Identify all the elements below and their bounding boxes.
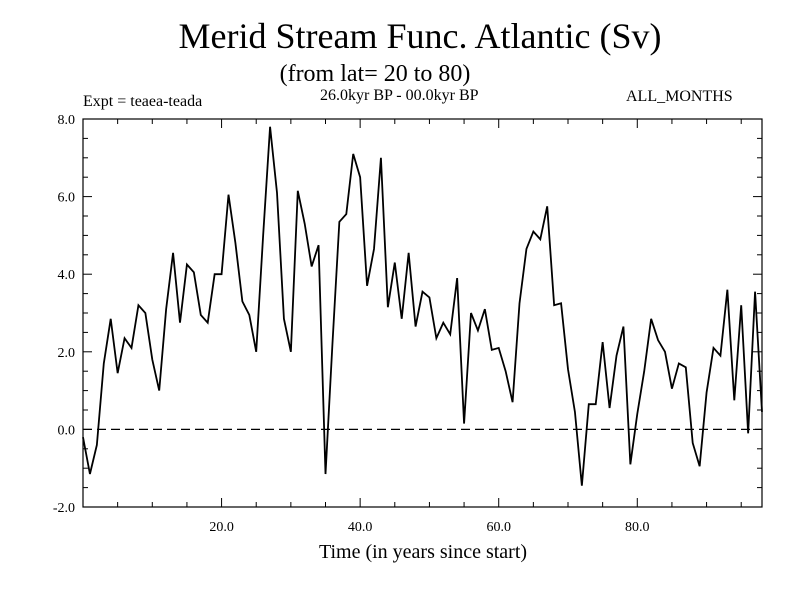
- x-tick-label: 60.0: [486, 520, 511, 535]
- plot-frame: [82, 118, 763, 508]
- y-tick-label: 8.0: [58, 113, 76, 128]
- y-tick-label: 2.0: [58, 346, 76, 361]
- experiment-label: Expt = teaea-teada: [83, 93, 203, 110]
- x-tick-label: 40.0: [348, 520, 373, 535]
- axes-layer: [82, 118, 763, 508]
- series-layer: [82, 126, 763, 486]
- y-tick-label: 6.0: [58, 191, 76, 206]
- y-tick-label: 0.0: [58, 423, 76, 438]
- x-tick-label: 80.0: [625, 520, 650, 535]
- months-label: ALL_MONTHS: [626, 88, 733, 105]
- ticks-layer: -2.0 0.0 2.0 4.0 6.0 8.0 20.0 40.0 60.0 80.0: [53, 113, 762, 535]
- chart-subtitle: (from lat= 20 to 80): [279, 61, 471, 87]
- time-range-label: 26.0kyr BP - 00.0kyr BP: [320, 87, 479, 104]
- y-tick-label: 4.0: [58, 268, 76, 283]
- chart-title: Merid Stream Func. Atlantic (Sv): [178, 16, 662, 56]
- x-axis-label: Time (in years since start): [319, 541, 527, 563]
- x-tick-label: 20.0: [209, 520, 234, 535]
- series-line-0: [82, 126, 763, 486]
- y-tick-label: -2.0: [53, 501, 75, 516]
